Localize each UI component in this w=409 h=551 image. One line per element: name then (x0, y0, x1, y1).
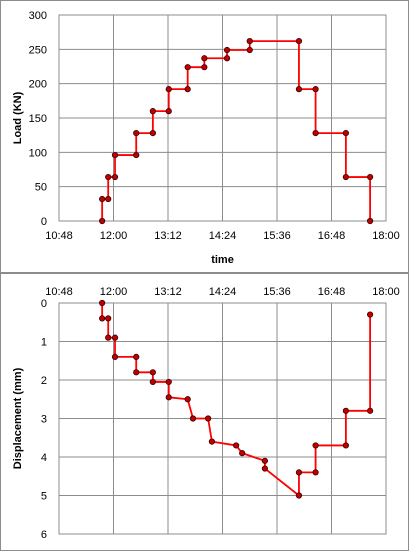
data-point (165, 394, 172, 401)
x-tick-label: 12:00 (100, 286, 128, 298)
data-point (111, 334, 119, 341)
data-point (184, 396, 191, 403)
x-tick-label: 15:36 (263, 230, 291, 242)
data-point (99, 299, 106, 307)
data-point (205, 415, 212, 422)
displacement-chart-panel: 10:48 12:00 13:12 14:24 15:36 16:48 18:00 0 1 2 3 4… (0, 273, 409, 551)
load-chart: 10:48 12:00 13:12 14:24 15:36 16:48 18:00 0 50 10… (12, 10, 400, 266)
y-tick-label: 0 (41, 216, 47, 228)
data-point (342, 130, 349, 137)
data-point (99, 315, 106, 322)
series-line (101, 40, 372, 221)
data-point (105, 315, 112, 322)
data-point (105, 173, 112, 181)
data-point (165, 86, 172, 93)
data-point (367, 217, 374, 225)
data-point (133, 151, 140, 159)
data-point (111, 151, 119, 159)
y-tick-label: 50 (35, 182, 47, 194)
data-point (312, 442, 319, 449)
data-point (184, 64, 191, 71)
x-tick-label: 15:36 (263, 286, 291, 298)
data-point (342, 442, 349, 449)
plot-frame (58, 302, 387, 535)
data-point (295, 37, 303, 45)
data-point (246, 37, 253, 45)
data-point (99, 217, 106, 225)
y-tick-label: 250 (29, 44, 47, 56)
y-tick-label: 150 (29, 113, 47, 125)
data-point (223, 55, 231, 62)
x-tick-label: 14:24 (209, 286, 237, 298)
data-point (201, 55, 208, 62)
y-tick-label: 1 (41, 337, 47, 349)
data-point (312, 130, 319, 137)
x-tick-label: 10:48 (45, 230, 73, 242)
displacement-chart: 10:48 12:00 13:12 14:24 15:36 16:48 18:00 0 1 2 3 4… (12, 286, 400, 541)
load-chart-panel: 10:48 12:00 13:12 14:24 15:36 16:48 18:00 0 50 10… (0, 0, 409, 273)
y-tick-label: 2 (41, 375, 47, 387)
data-point (149, 369, 156, 376)
x-tick-label: 18:00 (372, 230, 400, 242)
data-point (367, 311, 374, 318)
data-point (149, 378, 156, 386)
data-point (246, 46, 253, 54)
x-tick-label: 13:12 (154, 230, 182, 242)
data-point (342, 173, 349, 181)
data-point (312, 469, 319, 476)
x-tick-label: 14:24 (209, 230, 237, 242)
data-point (208, 438, 216, 445)
y-tick-label: 300 (29, 10, 47, 22)
data-point (223, 46, 231, 54)
data-point (165, 108, 172, 115)
y-tick-label: 3 (41, 414, 47, 426)
data-point (105, 195, 112, 203)
data-point (367, 407, 374, 414)
data-point (261, 457, 268, 464)
y-tick-label: 5 (41, 491, 47, 503)
y-axis-title: Load (KN) (12, 91, 24, 144)
x-tick-label: 13:12 (154, 286, 182, 298)
data-point (149, 130, 156, 137)
data-point (99, 195, 106, 203)
data-point (149, 108, 156, 115)
plot-frame (58, 14, 387, 222)
data-point (312, 86, 319, 93)
data-point (133, 369, 140, 376)
x-tick-label: 16:48 (318, 286, 346, 298)
data-point (189, 415, 197, 422)
data-point (105, 334, 112, 341)
y-tick-label: 0 (41, 298, 47, 310)
data-point (342, 407, 349, 414)
data-point (184, 86, 191, 93)
data-point (165, 378, 172, 386)
y-tick-label: 200 (29, 79, 47, 91)
y-axis-title: Displacement (mm) (12, 367, 24, 469)
data-point (261, 465, 268, 472)
data-point (367, 173, 374, 181)
data-point (111, 353, 119, 361)
data-point (201, 64, 208, 71)
data-point (111, 173, 119, 181)
data-point (133, 353, 140, 361)
series-line (101, 303, 372, 497)
y-tick-label: 6 (41, 529, 47, 541)
data-point (233, 442, 240, 449)
y-tick-label: 4 (41, 452, 47, 464)
x-tick-label: 18:00 (372, 286, 400, 298)
y-tick-label: 100 (29, 147, 47, 159)
data-point (295, 492, 303, 499)
data-point (239, 450, 246, 457)
x-tick-label: 16:48 (318, 230, 346, 242)
x-tick-label: 12:00 (100, 230, 128, 242)
x-axis-title: time (211, 254, 234, 266)
data-point (133, 130, 140, 137)
data-point (295, 469, 303, 476)
data-point (295, 86, 303, 93)
x-tick-label: 10:48 (45, 286, 73, 298)
